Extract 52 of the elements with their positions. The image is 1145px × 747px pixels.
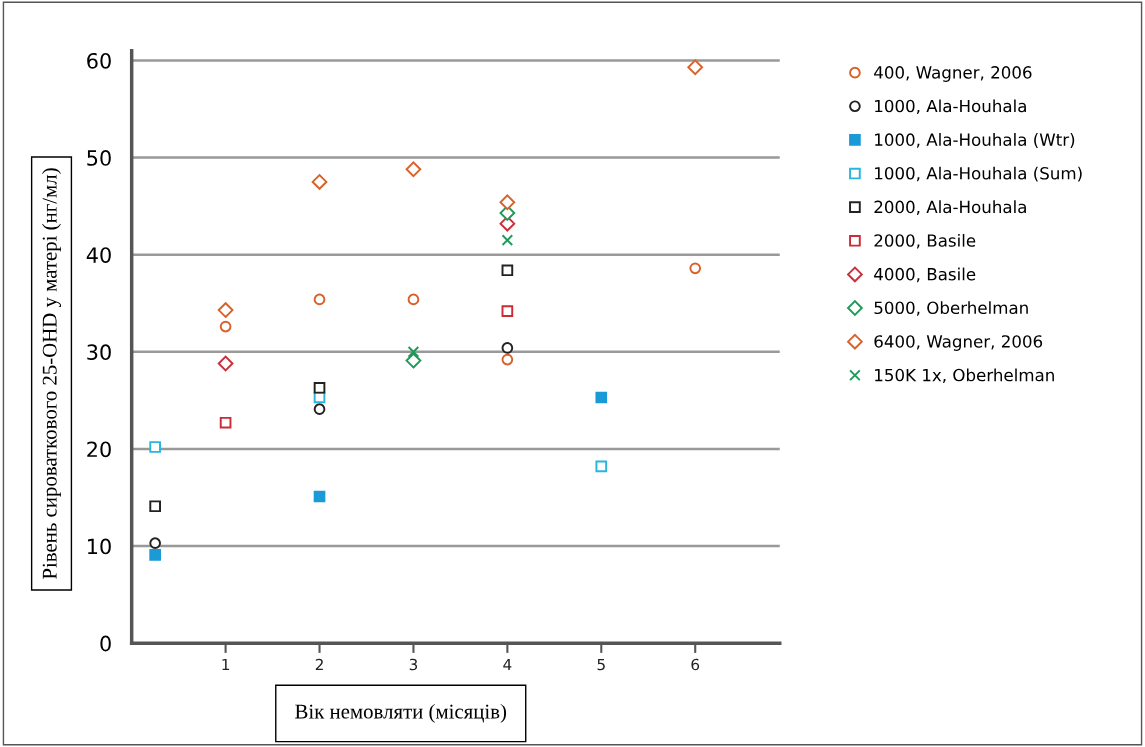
- y-tick-label: 40: [86, 247, 111, 263]
- point: [407, 346, 420, 358]
- y-axis-title: Рівень сироваткового 25-OHD у матері (нг/мл): [42, 168, 61, 580]
- point: [407, 293, 420, 306]
- legend-label: 5000, Oberhelman: [874, 301, 1028, 316]
- legend-label: 1000, Ala-Houhala: [875, 99, 1026, 115]
- point: [219, 320, 232, 333]
- legend-label: 4000, Basile: [874, 267, 976, 283]
- x-tick-label: 6: [691, 658, 700, 671]
- x-axis-title: Вік немовляти (місяців): [295, 703, 507, 723]
- point: [149, 548, 161, 561]
- y-tick-label: 10: [88, 538, 111, 555]
- legend-label: 6400, Wagner, 2006: [874, 335, 1043, 351]
- point: [311, 174, 328, 190]
- point: [217, 302, 234, 318]
- x-tick-label: 5: [597, 658, 605, 671]
- y-tick-label: 30: [87, 344, 111, 361]
- point: [501, 353, 514, 366]
- point: [501, 305, 514, 317]
- point: [149, 441, 161, 453]
- legend-label: 1000, Ala-Houhala (Wtr): [875, 133, 1075, 148]
- legend-label: 150K 1x, Oberhelman: [875, 368, 1054, 384]
- point: [687, 59, 704, 76]
- point: [313, 490, 326, 503]
- legend-label: 2000, Ala-Houhala: [874, 200, 1026, 215]
- point: [313, 403, 326, 415]
- point: [149, 537, 161, 549]
- legend-label: 2000, Basile: [874, 233, 976, 249]
- point: [149, 500, 161, 513]
- point: [501, 264, 514, 277]
- point: [217, 355, 234, 372]
- y-tick-label: 0: [100, 635, 111, 652]
- legend-label: 1000, Ala-Houhala (Sum): [875, 166, 1082, 182]
- x-tick-label: 4: [503, 658, 512, 671]
- x-tick-label: 3: [409, 658, 418, 671]
- legend-label: 400, Wagner, 2006: [874, 66, 1032, 82]
- point: [499, 194, 516, 211]
- point: [595, 460, 608, 473]
- point: [405, 161, 422, 178]
- y-tick-label: 60: [87, 52, 111, 69]
- point: [501, 342, 514, 354]
- point: [405, 352, 422, 369]
- point: [313, 381, 326, 394]
- point: [501, 234, 514, 246]
- point: [595, 391, 608, 404]
- y-tick-label: 20: [87, 441, 111, 458]
- y-tick-label: 50: [87, 150, 111, 166]
- x-tick-label: 1: [222, 658, 230, 671]
- x-tick-label: 2: [315, 658, 323, 671]
- point: [689, 262, 702, 275]
- point: [313, 293, 326, 306]
- point: [219, 416, 232, 429]
